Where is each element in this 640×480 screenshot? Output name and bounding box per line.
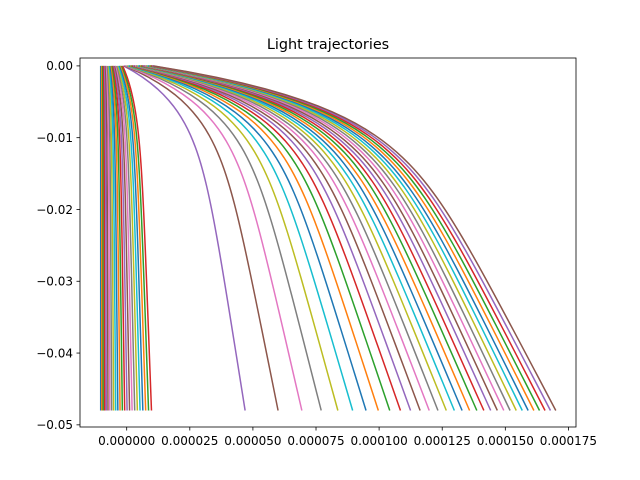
y-tick-label: −0.03	[36, 275, 73, 289]
trajectory-line	[117, 65, 139, 411]
trajectory-line	[148, 65, 529, 411]
trajectory-line	[115, 65, 133, 411]
trajectory-line	[150, 65, 541, 411]
chart-title: Light trajectories	[267, 37, 389, 53]
trajectory-line	[124, 65, 279, 411]
trajectory-line	[111, 65, 124, 411]
trajectory-line	[102, 65, 106, 411]
x-tick-label: 0.000175	[540, 434, 597, 448]
trajectory-line	[129, 65, 367, 411]
trajectory-line	[128, 65, 354, 411]
trajectory-line	[103, 65, 108, 411]
trajectory-line	[147, 65, 523, 411]
plot-lines	[99, 65, 557, 411]
trajectory-line	[101, 65, 104, 411]
trajectory-line	[146, 65, 517, 411]
trajectory-line	[121, 65, 150, 411]
y-tick-label: −0.01	[36, 131, 73, 145]
y-tick-label: 0.00	[46, 59, 73, 73]
x-axis: 0.000000 0.000025 0.000050 0.000075 0.000100…	[98, 427, 597, 448]
x-tick-label: 0.000125	[414, 434, 471, 448]
trajectory-line	[141, 65, 485, 411]
trajectory-line	[130, 65, 380, 411]
trajectory-line	[142, 65, 492, 411]
trajectory-line	[133, 65, 421, 411]
trajectory-line	[136, 65, 447, 411]
trajectory-line	[110, 65, 121, 411]
trajectory-line	[139, 65, 471, 411]
trajectory-line	[149, 65, 535, 411]
x-tick-label: 0.000025	[161, 434, 218, 448]
y-tick-label: −0.05	[36, 418, 73, 432]
trajectory-line	[152, 65, 552, 411]
trajectory-line	[131, 65, 391, 411]
y-tick-label: −0.04	[36, 346, 73, 360]
trajectory-line	[132, 65, 412, 411]
trajectory-line	[138, 65, 463, 411]
trajectory-line	[151, 65, 546, 411]
trajectory-line	[106, 65, 113, 411]
x-tick-label: 0.000150	[477, 434, 534, 448]
trajectory-line	[114, 65, 131, 411]
x-tick-label: 0.000050	[224, 434, 281, 448]
trajectory-line	[116, 65, 136, 411]
trajectory-line	[135, 65, 439, 411]
trajectory-line	[140, 65, 478, 411]
trajectory-line	[104, 65, 109, 411]
y-axis: 0.00 −0.01 −0.02 −0.03 −0.04 −0.05	[36, 59, 80, 432]
trajectory-line	[107, 65, 115, 411]
x-tick-label: 0.000000	[98, 434, 155, 448]
trajectory-line	[120, 65, 147, 411]
trajectory-line	[127, 65, 339, 411]
trajectory-line	[145, 65, 511, 411]
trajectory-line	[109, 65, 119, 411]
x-tick-label: 0.000075	[287, 434, 344, 448]
plot-frame	[79, 57, 577, 428]
trajectory-line	[126, 65, 322, 411]
trajectory-line	[123, 65, 246, 411]
trajectory-line	[144, 65, 505, 411]
trajectory-line	[132, 65, 402, 411]
trajectory-line	[113, 65, 128, 411]
trajectory-line	[108, 65, 117, 411]
trajectory-line	[134, 65, 430, 411]
trajectory-line	[119, 65, 144, 411]
trajectory-line	[118, 65, 141, 411]
trajectory-line	[137, 65, 456, 411]
trajectory-line	[153, 65, 557, 411]
trajectory-line	[125, 65, 303, 411]
x-tick-label: 0.000100	[350, 434, 407, 448]
trajectory-line	[105, 65, 111, 411]
trajectory-line	[112, 65, 126, 411]
trajectory-line	[121, 65, 153, 411]
y-tick-label: −0.02	[36, 203, 73, 217]
trajectory-line	[143, 65, 499, 411]
